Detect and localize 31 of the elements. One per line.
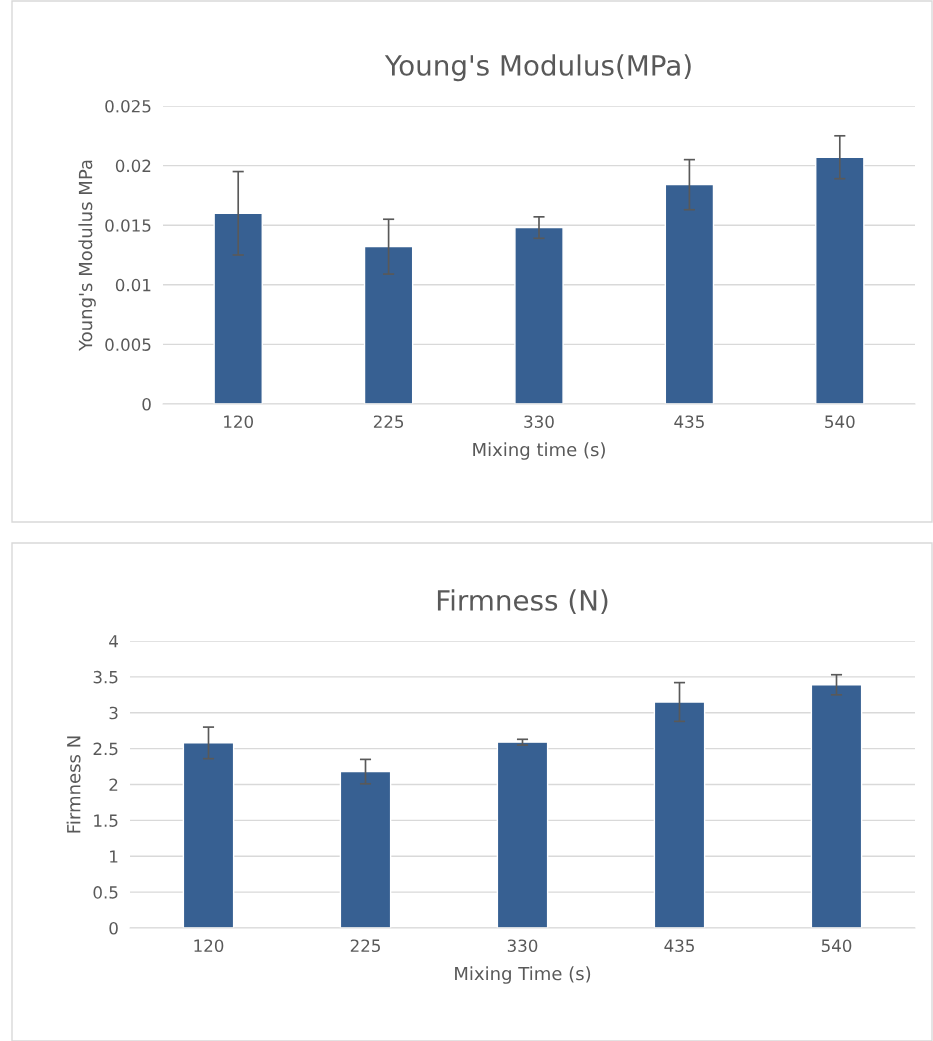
- x-tick-label: 540: [821, 939, 852, 953]
- y-tick-label: 0.015: [105, 219, 151, 232]
- x-tick-label: 225: [350, 939, 380, 953]
- y-tick-label: 3.5: [93, 670, 118, 684]
- y-tick-label: 0.005: [105, 338, 151, 351]
- y-tick-label: 0.02: [115, 159, 151, 173]
- y-tick-label: 4: [109, 635, 118, 648]
- chart-title: Young's Modulus(MPa): [384, 54, 691, 82]
- y-tick-label: 2: [109, 778, 118, 791]
- y-axis-title: Firmness N: [66, 736, 81, 833]
- x-axis-title: Mixing time (s): [473, 442, 605, 460]
- y-tick-label: 1: [110, 850, 118, 863]
- y-tick-label: 0: [142, 397, 151, 411]
- x-tick-label: 540: [825, 415, 855, 429]
- x-tick-label: 330: [524, 415, 554, 429]
- y-tick-label: 2.5: [93, 742, 118, 756]
- y-tick-label: 0.5: [93, 886, 118, 899]
- y-tick-label: 0: [109, 921, 118, 935]
- x-tick-label: 435: [674, 415, 704, 429]
- y-axis-title: Young's Modulus MPa: [78, 160, 96, 352]
- x-tick-label: 225: [373, 415, 404, 429]
- x-tick-label: 330: [507, 939, 538, 953]
- x-axis-title: Mixing Time (s): [455, 966, 591, 984]
- y-tick-label: 1.5: [94, 814, 118, 827]
- x-tick-label: 120: [224, 415, 253, 429]
- y-tick-label: 3: [109, 706, 118, 720]
- y-tick-label: 0.01: [115, 278, 151, 292]
- x-tick-label: 120: [194, 939, 224, 953]
- chart-title: Firmness (N): [437, 589, 608, 615]
- y-tick-label: 0.025: [105, 99, 151, 113]
- x-tick-label: 435: [664, 939, 694, 953]
